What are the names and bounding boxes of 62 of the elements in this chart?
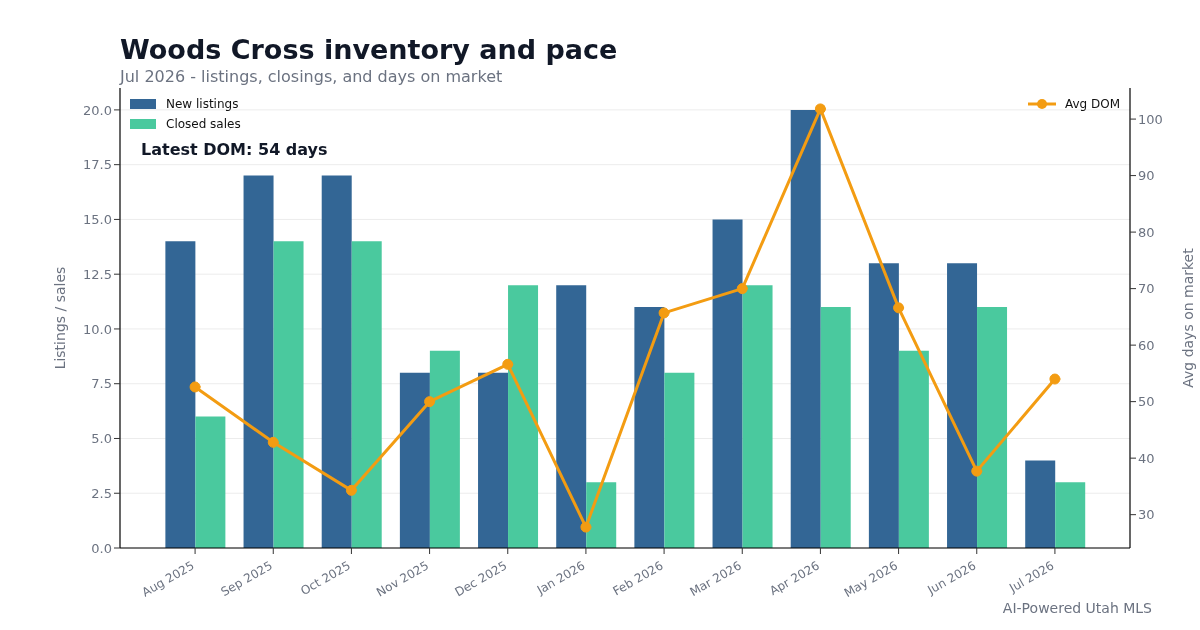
legend-label: New listings bbox=[166, 97, 239, 111]
legend-label: Avg DOM bbox=[1064, 97, 1120, 111]
y2-axis-title: Avg days on market bbox=[1179, 247, 1196, 388]
point bbox=[658, 307, 670, 319]
y-tick-label: 20.0 bbox=[83, 102, 112, 118]
y2-tick-label: 40 bbox=[1138, 450, 1155, 466]
y2-tick-label: 80 bbox=[1138, 224, 1155, 240]
point bbox=[893, 302, 905, 314]
point bbox=[424, 396, 436, 408]
bar bbox=[712, 219, 743, 548]
bar bbox=[790, 109, 821, 548]
point bbox=[345, 484, 357, 496]
y-tick-label: 15.0 bbox=[83, 212, 112, 228]
text: AI-Powered Utah MLS bbox=[1002, 600, 1152, 616]
point bbox=[1049, 373, 1061, 385]
y-tick-label: 0.0 bbox=[91, 540, 112, 556]
bar bbox=[898, 350, 929, 548]
chart-subtitle: Jul 2026 - listings, closings, and days on market bbox=[120, 67, 503, 86]
y-tick-label: 7.5 bbox=[91, 376, 112, 392]
y2-tick-label: 70 bbox=[1138, 281, 1155, 297]
bar bbox=[243, 175, 274, 548]
y2-tick-label: 60 bbox=[1138, 337, 1155, 353]
y-tick-label: 12.5 bbox=[83, 266, 112, 282]
bar bbox=[399, 372, 430, 548]
bar bbox=[429, 350, 460, 548]
y2-tick-label: 30 bbox=[1138, 507, 1155, 523]
bar bbox=[165, 241, 196, 548]
y2-tick-label: 90 bbox=[1138, 168, 1155, 184]
bar bbox=[868, 263, 899, 548]
y-tick-label: 2.5 bbox=[91, 485, 112, 501]
bar bbox=[634, 307, 665, 548]
point bbox=[267, 436, 279, 448]
y-tick-label: 10.0 bbox=[83, 321, 112, 337]
y2-tick-label: 50 bbox=[1138, 394, 1155, 410]
point bbox=[736, 283, 748, 295]
legend-label: Closed sales bbox=[166, 117, 241, 131]
bar bbox=[947, 263, 978, 548]
bar bbox=[273, 241, 304, 548]
bar bbox=[478, 372, 509, 548]
chart-title: Woods Cross inventory and pace bbox=[120, 34, 618, 65]
bar bbox=[586, 482, 617, 548]
y-axis-title: Listings / sales bbox=[51, 266, 68, 370]
bar bbox=[351, 241, 382, 548]
bar bbox=[1055, 482, 1086, 548]
bar bbox=[664, 372, 695, 548]
bar bbox=[556, 285, 587, 548]
bar bbox=[820, 307, 851, 548]
bar bbox=[1025, 460, 1056, 548]
bar bbox=[508, 285, 539, 548]
point bbox=[814, 103, 826, 115]
point bbox=[502, 358, 514, 370]
bar bbox=[977, 307, 1008, 548]
y2-tick-label: 100 bbox=[1138, 111, 1163, 127]
bar bbox=[742, 285, 773, 548]
point bbox=[971, 465, 983, 477]
y-tick-label: 17.5 bbox=[83, 157, 112, 173]
bar bbox=[195, 416, 226, 548]
point bbox=[580, 521, 592, 533]
bar bbox=[321, 175, 352, 548]
point bbox=[189, 381, 201, 393]
y-tick-label: 5.0 bbox=[91, 431, 112, 447]
annotation: Latest DOM: 54 days bbox=[141, 140, 328, 159]
